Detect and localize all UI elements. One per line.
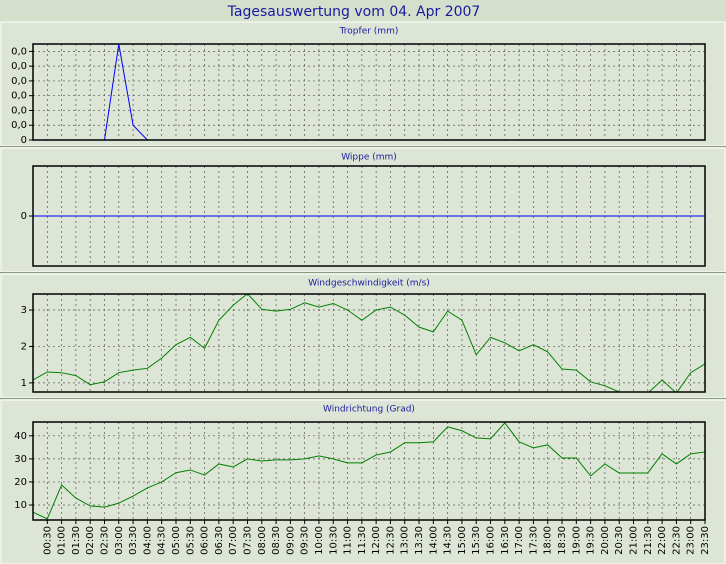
x-tick-label: 18:30 [557, 526, 568, 555]
panel [0, 21, 726, 147]
x-tick-label: 09:00 [285, 526, 296, 555]
x-tick-label: 10:30 [328, 526, 339, 555]
x-tick-label: 20:30 [614, 526, 625, 555]
y-tick-label: 0,0 [11, 91, 27, 102]
x-tick-label: 08:00 [257, 526, 268, 555]
main-title: Tagesauswertung vom 04. Apr 2007 [227, 4, 481, 20]
x-tick-label: 22:00 [657, 526, 668, 555]
x-tick-label: 11:30 [357, 526, 368, 555]
x-tick-label: 13:30 [414, 526, 425, 555]
plot-border [32, 165, 706, 267]
x-tick-label: 02:00 [85, 526, 96, 555]
x-tick-label: 16:00 [486, 526, 497, 555]
x-tick-label: 12:30 [385, 526, 396, 555]
x-tick-label: 01:00 [57, 526, 68, 555]
data-line [33, 422, 705, 520]
y-tick-label: 0,0 [11, 105, 27, 116]
x-tick-label: 19:30 [586, 526, 597, 555]
y-tick-label: 20 [14, 477, 27, 488]
x-tick-label: 22:30 [671, 526, 682, 555]
x-tick-label: 09:30 [300, 526, 311, 555]
panel [0, 273, 726, 399]
y-tick-label: 0,0 [11, 76, 27, 87]
y-tick-label: 0,0 [11, 61, 27, 72]
x-tick-label: 21:30 [643, 526, 654, 555]
x-tick-label: 03:30 [128, 526, 139, 555]
x-tick-label: 23:00 [686, 526, 697, 555]
x-tick-label: 17:00 [514, 526, 525, 555]
plot-border [32, 421, 706, 521]
y-tick-label: 0,0 [11, 120, 27, 131]
y-tick-label: 0,0 [11, 46, 27, 57]
y-tick-label: 0 [21, 135, 27, 146]
x-tick-label: 08:30 [271, 526, 282, 555]
panel-title: Wippe (mm) [341, 153, 397, 163]
x-tick-label: 12:00 [371, 526, 382, 555]
y-tick-label: 10 [14, 500, 27, 511]
x-tick-label: 11:00 [343, 526, 354, 555]
panel [0, 147, 726, 273]
x-tick-label: 04:30 [157, 526, 168, 555]
x-tick-label: 23:30 [700, 526, 711, 555]
data-line [33, 44, 705, 140]
x-tick-label: 07:00 [228, 526, 239, 555]
y-tick-label: 3 [21, 305, 27, 316]
x-tick-label: 18:00 [543, 526, 554, 555]
x-tick-label: 15:00 [457, 526, 468, 555]
y-tick-label: 0 [21, 211, 27, 222]
x-tick-label: 19:00 [571, 526, 582, 555]
x-tick-label: 21:00 [629, 526, 640, 555]
x-tick-label: 06:00 [200, 526, 211, 555]
x-tick-label: 05:30 [185, 526, 196, 555]
data-line [33, 294, 705, 392]
x-tick-label: 03:00 [114, 526, 125, 555]
plot-border [32, 43, 706, 141]
y-tick-label: 30 [14, 454, 27, 465]
panel-title: Tropfer (mm) [339, 27, 399, 37]
x-tick-label: 20:00 [600, 526, 611, 555]
x-tick-label: 17:30 [528, 526, 539, 555]
x-tick-label: 01:30 [71, 526, 82, 555]
y-tick-label: 2 [21, 341, 27, 352]
panel-title: Windrichtung (Grad) [323, 405, 415, 415]
x-tick-label: 00:30 [42, 526, 53, 555]
x-tick-label: 07:30 [242, 526, 253, 555]
y-tick-label: 40 [14, 431, 27, 442]
x-tick-label: 06:30 [214, 526, 225, 555]
y-tick-label: 1 [21, 378, 27, 389]
x-tick-label: 14:00 [428, 526, 439, 555]
x-tick-label: 15:30 [471, 526, 482, 555]
x-tick-label: 05:00 [171, 526, 182, 555]
panel-title: Windgeschwindigkeit (m/s) [308, 279, 430, 289]
x-tick-label: 14:30 [443, 526, 454, 555]
plot-border [32, 293, 706, 393]
x-tick-label: 04:00 [142, 526, 153, 555]
x-tick-label: 10:00 [314, 526, 325, 555]
x-tick-label: 13:00 [400, 526, 411, 555]
x-tick-label: 02:30 [99, 526, 110, 555]
x-tick-label: 16:30 [500, 526, 511, 555]
